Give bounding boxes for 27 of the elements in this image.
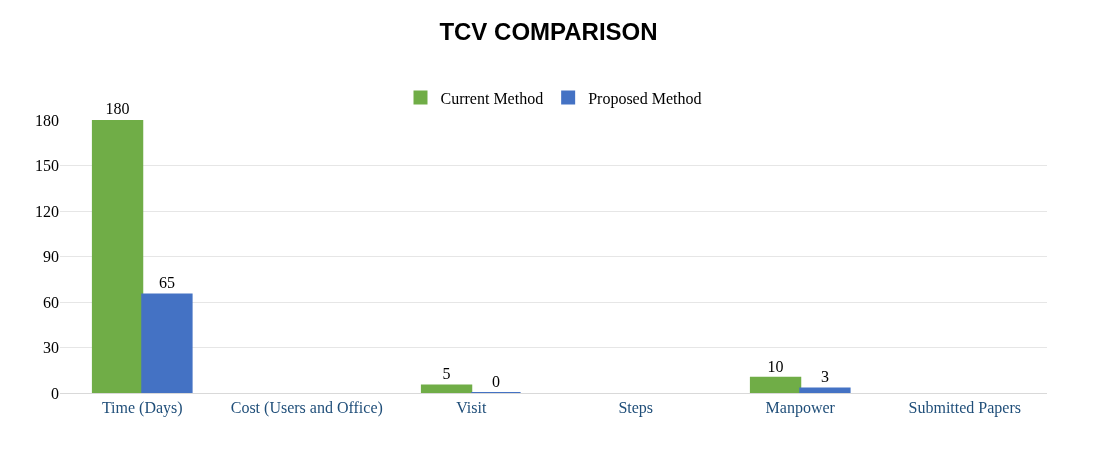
legend-label: Proposed Method (588, 89, 702, 108)
y-tick-label: 30 (43, 339, 59, 357)
data-label: 5 (442, 365, 451, 383)
x-tick-label: Time (Days) (101, 399, 183, 418)
y-tick-label: 0 (51, 384, 59, 402)
y-tick-label: 90 (43, 248, 59, 266)
data-label: 10 (767, 357, 784, 375)
chart-title: TCV COMPARISON (439, 18, 658, 46)
x-tick-label: Cost (Users and Office) (230, 399, 383, 418)
bar (799, 387, 851, 393)
y-tick-label: 60 (43, 293, 59, 311)
data-label: 180 (105, 100, 130, 117)
x-tick-label: Visit (456, 399, 487, 417)
data-label: 3 (820, 368, 829, 386)
bar (141, 293, 193, 393)
data-label: 65 (158, 274, 175, 292)
bar (749, 376, 802, 393)
bar (420, 384, 473, 393)
y-tick-label: 120 (35, 202, 59, 220)
x-tick-label: Submitted Papers (908, 399, 1021, 418)
y-tick-label: 180 (35, 111, 59, 129)
x-tick-label: Steps (618, 399, 654, 418)
bar (91, 120, 144, 393)
data-label: 0 (491, 373, 500, 390)
x-tick-label: Manpower (765, 399, 836, 418)
y-tick-label: 150 (35, 157, 59, 175)
legend-label: Current Method (440, 89, 544, 107)
